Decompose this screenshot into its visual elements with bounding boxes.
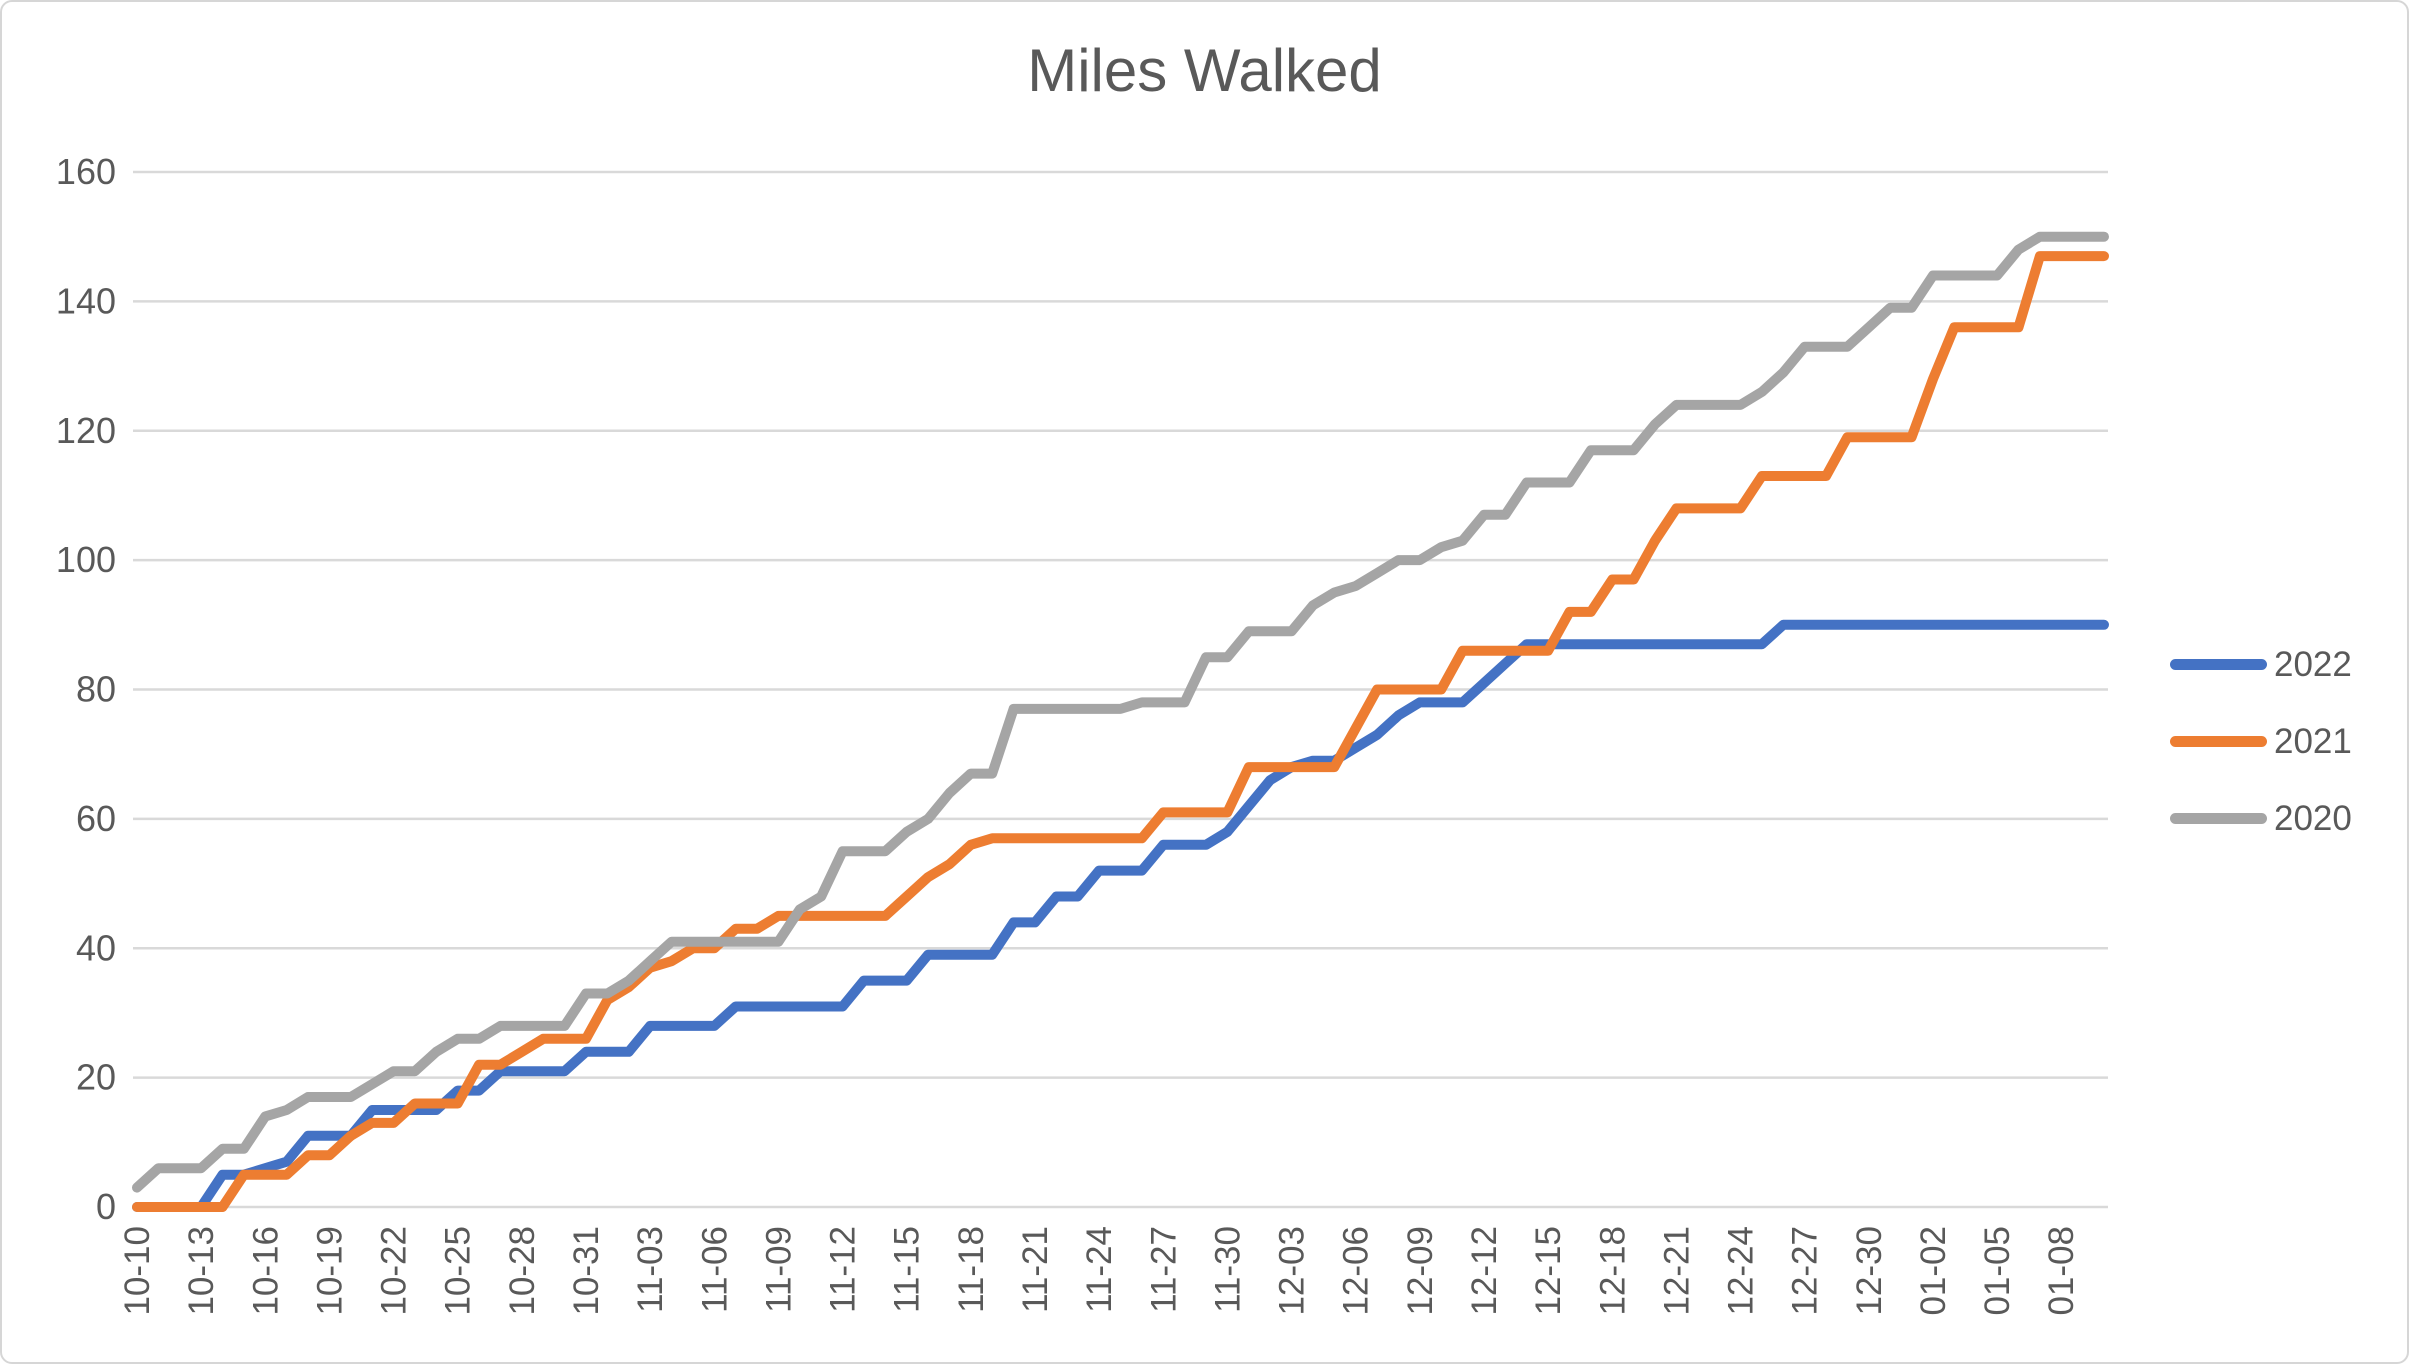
x-tick-label-11-12: 11-12 xyxy=(824,1226,863,1313)
legend-swatch-2022-icon xyxy=(2170,659,2267,670)
y-tick-label-40: 40 xyxy=(76,927,116,968)
x-tick-label-10-10: 10-10 xyxy=(118,1226,157,1316)
x-tick-label-01-05: 01-05 xyxy=(1978,1226,2017,1316)
y-tick-label-0: 0 xyxy=(96,1186,116,1227)
legend-label-2022: 2022 xyxy=(2274,644,2352,684)
legend-item-2020[interactable]: 2020 xyxy=(2170,780,2352,857)
x-tick-label-10-25: 10-25 xyxy=(439,1226,478,1316)
x-tick-label-12-18: 12-18 xyxy=(1593,1226,1632,1316)
legend-label-2021: 2021 xyxy=(2274,721,2352,761)
x-tick-label-11-24: 11-24 xyxy=(1080,1226,1119,1313)
x-tick-label-01-02: 01-02 xyxy=(1914,1226,1953,1316)
x-tick-label-12-30: 12-30 xyxy=(1850,1226,1889,1316)
legend-item-2022[interactable]: 2022 xyxy=(2170,626,2352,703)
y-tick-label-60: 60 xyxy=(76,798,116,839)
x-axis-labels: 10-10 10-13 10-16 10-19 10-22 10-25 10-28 10-31… xyxy=(118,1226,2081,1316)
x-tick-label-12-09: 12-09 xyxy=(1401,1226,1440,1316)
x-tick-label-12-12: 12-12 xyxy=(1465,1226,1504,1316)
y-tick-label-160: 160 xyxy=(56,151,116,192)
x-tick-label-12-03: 12-03 xyxy=(1273,1226,1312,1316)
legend-swatch-2021-icon xyxy=(2170,736,2267,747)
x-tick-label-11-06: 11-06 xyxy=(695,1226,734,1313)
x-tick-label-11-30: 11-30 xyxy=(1208,1226,1247,1313)
y-axis-labels: 0 20 40 60 80 100 120 140 160 xyxy=(56,151,116,1227)
y-tick-label-100: 100 xyxy=(56,539,116,580)
x-tick-label-11-18: 11-18 xyxy=(952,1226,991,1313)
x-tick-label-10-31: 10-31 xyxy=(567,1226,606,1316)
x-tick-label-11-03: 11-03 xyxy=(631,1226,670,1313)
x-tick-label-11-15: 11-15 xyxy=(888,1226,927,1313)
x-tick-label-12-27: 12-27 xyxy=(1786,1226,1825,1316)
y-tick-label-140: 140 xyxy=(56,280,116,321)
chart-title: Miles Walked xyxy=(1027,37,1382,104)
x-tick-label-10-19: 10-19 xyxy=(310,1226,349,1316)
legend-swatch-2020-icon xyxy=(2170,813,2267,824)
series-line-2021[interactable] xyxy=(132,251,2109,1212)
legend-item-2021[interactable]: 2021 xyxy=(2170,703,2352,780)
x-tick-label-10-28: 10-28 xyxy=(503,1226,542,1316)
x-tick-label-10-16: 10-16 xyxy=(246,1226,285,1316)
x-tick-label-12-15: 12-15 xyxy=(1529,1226,1568,1316)
x-tick-label-11-27: 11-27 xyxy=(1144,1226,1183,1313)
x-tick-label-11-09: 11-09 xyxy=(759,1226,798,1313)
gridlines xyxy=(133,170,2108,1209)
y-tick-label-80: 80 xyxy=(76,669,116,710)
y-tick-label-120: 120 xyxy=(56,410,116,451)
x-tick-label-10-22: 10-22 xyxy=(375,1226,414,1316)
x-tick-label-01-08: 01-08 xyxy=(2042,1226,2081,1316)
x-tick-label-12-06: 12-06 xyxy=(1337,1226,1376,1316)
series-line-2020[interactable] xyxy=(132,231,2109,1193)
x-tick-label-11-21: 11-21 xyxy=(1016,1226,1055,1313)
legend-label-2020: 2020 xyxy=(2274,798,2352,838)
y-tick-label-20: 20 xyxy=(76,1057,116,1098)
legend: 2022 2021 2020 xyxy=(2170,626,2352,857)
x-tick-label-12-21: 12-21 xyxy=(1657,1226,1696,1316)
x-tick-label-10-13: 10-13 xyxy=(182,1226,221,1316)
x-tick-label-12-24: 12-24 xyxy=(1722,1226,1761,1316)
